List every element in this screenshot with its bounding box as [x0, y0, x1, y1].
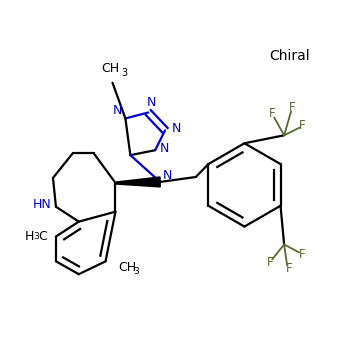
Text: 3: 3: [121, 68, 127, 78]
Text: N: N: [159, 142, 169, 155]
Text: CH: CH: [102, 62, 120, 75]
Text: N: N: [147, 96, 156, 109]
Text: C: C: [39, 230, 48, 243]
Text: Chiral: Chiral: [269, 49, 309, 63]
Text: F: F: [286, 262, 292, 275]
Text: F: F: [269, 107, 275, 120]
Polygon shape: [114, 177, 160, 187]
Text: F: F: [299, 119, 305, 132]
Text: N: N: [171, 122, 181, 135]
Text: F: F: [289, 101, 295, 114]
Text: CH: CH: [118, 261, 136, 274]
Text: H: H: [25, 230, 34, 243]
Text: 3: 3: [33, 232, 39, 241]
Text: 3: 3: [133, 267, 139, 276]
Text: N: N: [113, 104, 122, 117]
Text: HN: HN: [33, 198, 51, 211]
Text: F: F: [267, 256, 274, 269]
Text: N: N: [162, 169, 172, 182]
Text: F: F: [299, 248, 305, 261]
